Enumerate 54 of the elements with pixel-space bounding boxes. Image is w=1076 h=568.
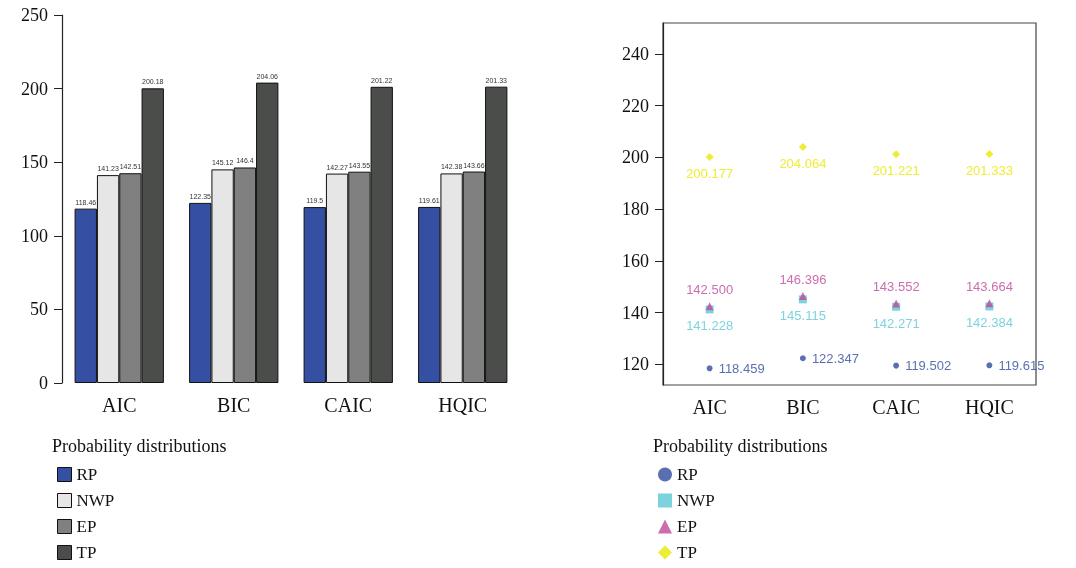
data-label: 200.177: [686, 166, 734, 181]
y-tick-label: 250: [21, 5, 48, 25]
x-tick-label: BIC: [217, 394, 251, 416]
point: [986, 362, 993, 369]
x-tick-label: AIC: [692, 396, 727, 418]
point: [893, 362, 900, 369]
y-tick-label: 120: [622, 354, 649, 375]
legend-label: RP: [677, 465, 698, 484]
data-label: 145.115: [779, 308, 826, 324]
y-tick-label: 200: [622, 147, 649, 168]
legend-title: Probability distributions: [653, 436, 828, 456]
point: [705, 153, 714, 161]
data-label: 141.228: [686, 318, 734, 334]
data-label: 118.459: [718, 360, 765, 376]
y-tick-label: 50: [30, 299, 48, 320]
data-label: 142.500: [686, 282, 734, 298]
data-label: 122.347: [811, 350, 859, 366]
legend-title: Probability distributions: [52, 436, 227, 456]
x-tick-label: CAIC: [324, 394, 373, 416]
y-tick-label: 220: [622, 95, 649, 116]
legend-label: NWP: [76, 491, 115, 510]
y-tick-label: 0: [39, 373, 48, 393]
point: [798, 142, 807, 151]
data-label: 142.271: [872, 315, 920, 331]
legend-label: RP: [76, 465, 98, 484]
legend-label: EP: [677, 517, 697, 536]
y-tick-label: 100: [21, 225, 48, 246]
point: [985, 150, 994, 159]
y-tick-label: 160: [622, 250, 649, 271]
data-label: 201.221: [872, 163, 920, 179]
x-tick-label: HQIC: [964, 396, 1014, 418]
x-tick-label: HQIC: [438, 394, 488, 416]
x-tick-label: AIC: [102, 394, 137, 416]
y-tick-label: 200: [21, 78, 48, 99]
legend-label: TP: [677, 543, 697, 562]
data-label: 201.333: [965, 163, 1013, 179]
x-tick-label: CAIC: [872, 396, 921, 418]
legend-label: EP: [76, 517, 97, 536]
y-tick-label: 180: [622, 199, 649, 220]
legend-label: TP: [76, 543, 97, 562]
data-label: 204.064: [779, 155, 827, 171]
point: [799, 355, 806, 362]
data-label: 143.664: [965, 279, 1013, 295]
data-label: 146.396: [779, 272, 827, 288]
y-tick-label: 140: [622, 302, 649, 323]
data-label: 143.552: [872, 279, 920, 295]
data-label: 142.384: [965, 315, 1013, 331]
y-tick-label: 150: [21, 152, 48, 173]
x-tick-label: BIC: [786, 396, 820, 418]
y-tick-label: 240: [622, 44, 649, 65]
point: [706, 365, 713, 372]
legend-label: NWP: [677, 491, 715, 510]
point: [892, 150, 901, 159]
data-label: 119.502: [905, 358, 952, 374]
